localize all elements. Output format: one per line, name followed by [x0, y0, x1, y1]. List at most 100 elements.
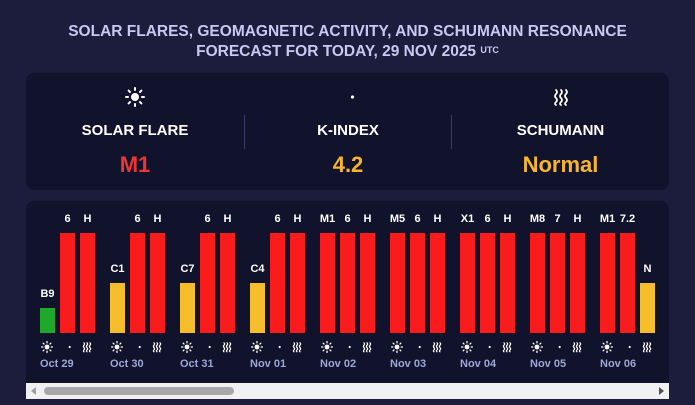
sun-icon [110, 340, 124, 354]
kindex-bar-label: 7 [554, 213, 561, 225]
flare-bar-label: M1 [599, 213, 616, 225]
flare-bar[interactable] [180, 283, 195, 333]
page-title: SOLAR FLARES, GEOMAGNETIC ACTIVITY, AND … [0, 22, 695, 62]
date-label: Nov 01 [250, 358, 287, 370]
kindex-bar[interactable] [620, 233, 635, 333]
divider [244, 115, 245, 149]
date-label: Nov 02 [320, 358, 357, 370]
flare-bar-label: B9 [40, 288, 55, 300]
waves-icon [291, 340, 303, 353]
date-label: Nov 05 [530, 358, 567, 370]
schumann-bar-label: H [433, 213, 442, 225]
moon-icon [341, 340, 353, 352]
waves-icon [501, 340, 513, 353]
k-index-value: 4.2 [332, 152, 364, 177]
forecast-chart[interactable]: B9 6 H Oct 29 C1 6 H Oct 30 C7 6 H Oct 31 C4 6 H Nov 01… [26, 201, 669, 399]
flare-bar-label: C1 [110, 263, 125, 275]
schumann-summary: SCHUMANN Normal [452, 73, 669, 190]
sun-icon [600, 340, 614, 354]
horizontal-scrollbar[interactable] [26, 383, 669, 399]
kindex-bar-label: 6 [204, 213, 211, 225]
schumann-bar-label: H [153, 213, 162, 225]
kindex-bar[interactable] [340, 233, 355, 333]
date-label: Nov 06 [600, 358, 637, 370]
kindex-bar-label: 6 [64, 213, 71, 225]
moon-icon [621, 340, 633, 352]
flare-bar-label: C7 [180, 263, 195, 275]
schumann-bar[interactable] [570, 233, 585, 333]
schumann-bar[interactable] [290, 233, 305, 333]
kindex-bar[interactable] [550, 233, 565, 333]
summary-panel: SOLAR FLARE M1 K-INDEX 4.2 SCHUMANN Norm… [26, 73, 669, 190]
flare-bar[interactable] [40, 308, 55, 333]
moon-icon [201, 340, 213, 352]
schumann-bar[interactable] [220, 233, 235, 333]
schumann-bar[interactable] [360, 233, 375, 333]
sun-icon [390, 340, 404, 354]
kindex-bar[interactable] [480, 233, 495, 333]
schumann-bar-label: H [223, 213, 232, 225]
waves-icon [571, 340, 583, 353]
solar-flare-label: SOLAR FLARE [81, 122, 189, 139]
kindex-bar[interactable] [200, 233, 215, 333]
waves-icon [452, 87, 669, 107]
schumann-bar-label: H [503, 213, 512, 225]
waves-icon [221, 340, 233, 353]
flare-bar[interactable] [600, 233, 615, 333]
flare-bar[interactable] [320, 233, 335, 333]
date-label: Oct 30 [110, 358, 144, 370]
scroll-right-arrow-icon[interactable] [656, 386, 666, 396]
sun-icon [250, 340, 264, 354]
flare-bar[interactable] [460, 233, 475, 333]
schumann-bar[interactable] [150, 233, 165, 333]
solar-flare-summary: SOLAR FLARE M1 [26, 73, 244, 190]
flare-bar[interactable] [530, 233, 545, 333]
kindex-bar[interactable] [410, 233, 425, 333]
sun-icon [320, 340, 334, 354]
scrollbar-thumb[interactable] [44, 387, 234, 395]
sun-icon [530, 340, 544, 354]
schumann-bar[interactable] [80, 233, 95, 333]
schumann-bar[interactable] [640, 283, 655, 333]
sun-icon [460, 340, 474, 354]
sun-icon [40, 340, 54, 354]
flare-bar[interactable] [390, 233, 405, 333]
flare-bar-label: C4 [250, 263, 265, 275]
schumann-bar[interactable] [500, 233, 515, 333]
kindex-bar[interactable] [60, 233, 75, 333]
kindex-bar-label: 7.2 [619, 213, 636, 225]
flare-bar[interactable] [110, 283, 125, 333]
sun-icon [26, 87, 244, 107]
moon-icon [61, 340, 73, 352]
moon-icon [551, 340, 563, 352]
divider [451, 115, 452, 149]
kindex-bar-label: 6 [484, 213, 491, 225]
scroll-left-arrow-icon[interactable] [29, 386, 39, 396]
waves-icon [361, 340, 373, 353]
schumann-bar-label: H [83, 213, 92, 225]
waves-icon [641, 340, 653, 353]
k-index-summary: K-INDEX 4.2 [245, 73, 451, 190]
schumann-bar[interactable] [430, 233, 445, 333]
schumann-value: Normal [522, 152, 599, 177]
date-label: Oct 31 [180, 358, 214, 370]
kindex-bar[interactable] [270, 233, 285, 333]
moon-icon [245, 87, 451, 107]
flare-bar-label: X1 [460, 213, 475, 225]
schumann-bar-label: H [363, 213, 372, 225]
moon-icon [271, 340, 283, 352]
flare-bar-label: M1 [319, 213, 336, 225]
schumann-bar-label: N [643, 263, 652, 275]
flare-bar[interactable] [250, 283, 265, 333]
date-label: Oct 29 [40, 358, 74, 370]
title-date: FORECAST FOR TODAY, 29 NOV 2025 [196, 43, 477, 60]
kindex-bar-label: 6 [344, 213, 351, 225]
flare-bar-label: M8 [529, 213, 546, 225]
title-utc: UTC [480, 45, 499, 55]
kindex-bar-label: 6 [134, 213, 141, 225]
moon-icon [411, 340, 423, 352]
kindex-bar-label: 6 [414, 213, 421, 225]
schumann-label: SCHUMANN [516, 122, 605, 139]
kindex-bar[interactable] [130, 233, 145, 333]
date-label: Nov 03 [390, 358, 427, 370]
